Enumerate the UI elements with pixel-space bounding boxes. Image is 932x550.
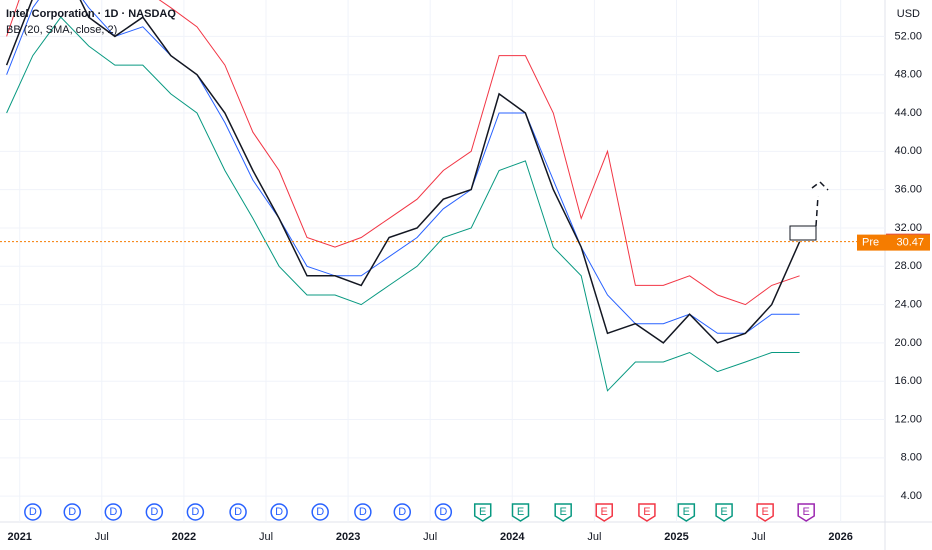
event-label: D bbox=[316, 506, 324, 518]
event-label: E bbox=[479, 506, 486, 518]
y-tick-label: 52.00 bbox=[894, 30, 922, 42]
event-marker bbox=[715, 503, 733, 522]
event-marker bbox=[638, 503, 656, 522]
event-label: E bbox=[803, 506, 810, 518]
event-label: E bbox=[683, 506, 690, 518]
projection-box bbox=[789, 225, 817, 241]
x-tick-label: 2023 bbox=[336, 531, 360, 543]
event-label: E bbox=[560, 506, 567, 518]
y-tick-label: 28.00 bbox=[894, 260, 922, 272]
x-tick-label: 2025 bbox=[664, 531, 688, 543]
x-tick-label: Jul bbox=[259, 531, 273, 543]
event-marker bbox=[104, 503, 123, 521]
series-line bbox=[6, 0, 800, 334]
event-label: D bbox=[191, 506, 199, 518]
x-tick-label: Jul bbox=[752, 531, 766, 543]
currency: USD bbox=[897, 8, 920, 20]
event-marker bbox=[186, 503, 205, 521]
x-tick-label: 2026 bbox=[828, 531, 852, 543]
event-label: E bbox=[720, 506, 727, 518]
event-label: E bbox=[517, 506, 524, 518]
event-marker bbox=[473, 503, 492, 522]
series-line bbox=[6, 16, 800, 392]
y-tick-label: 44.00 bbox=[894, 107, 922, 119]
x-tick-label: 2024 bbox=[500, 531, 525, 543]
event-marker bbox=[554, 503, 572, 522]
event-marker bbox=[595, 503, 613, 522]
event-label: D bbox=[275, 506, 283, 518]
y-tick-label: 32.00 bbox=[894, 222, 922, 234]
event-label: D bbox=[29, 506, 37, 518]
plot bbox=[5, 0, 801, 392]
x-tick-label: 2022 bbox=[172, 531, 196, 543]
grid bbox=[0, 0, 885, 522]
x-tick-label: Jul bbox=[587, 531, 601, 543]
event-marker bbox=[354, 503, 372, 521]
series-line bbox=[5, 0, 801, 344]
y-tick-label: 8.00 bbox=[901, 452, 922, 464]
event-label: E bbox=[761, 506, 768, 518]
x-tick-label: Jul bbox=[95, 531, 109, 543]
event-marker bbox=[270, 503, 288, 521]
event-marker bbox=[756, 503, 774, 522]
event-label: D bbox=[439, 506, 447, 518]
event-marker bbox=[797, 503, 815, 522]
event-marker bbox=[311, 503, 329, 521]
pre-value: 30.47 bbox=[896, 237, 924, 249]
y-tick-label: 36.00 bbox=[894, 184, 922, 196]
x-tick-label: 2021 bbox=[7, 531, 31, 543]
pre-label: Pre bbox=[862, 237, 879, 249]
y-tick-label: 4.00 bbox=[901, 490, 922, 502]
series-line bbox=[6, 0, 800, 306]
event-marker bbox=[63, 503, 81, 521]
projection bbox=[811, 181, 829, 227]
event-label: D bbox=[68, 506, 76, 518]
chart-title: Intel Corporation · 1D · NASDAQ bbox=[6, 8, 176, 20]
event-marker bbox=[145, 503, 164, 521]
y-tick-label: 48.00 bbox=[894, 69, 922, 81]
y-tick-label: 16.00 bbox=[894, 375, 922, 387]
y-tick-label: 20.00 bbox=[894, 337, 922, 349]
event-label: D bbox=[398, 506, 406, 518]
y-tick-label: 12.00 bbox=[894, 413, 922, 425]
event-marker bbox=[229, 503, 247, 521]
event-label: D bbox=[109, 506, 117, 518]
pre-label-bg bbox=[857, 234, 930, 251]
event-label: D bbox=[234, 506, 242, 518]
y-tick-label: 24.00 bbox=[894, 298, 922, 310]
event-label: D bbox=[359, 506, 367, 518]
indicator-label: BB (20, SMA, close, 2) bbox=[6, 24, 117, 36]
x-tick-label: Jul bbox=[423, 531, 437, 543]
event-label: D bbox=[150, 506, 158, 518]
event-marker bbox=[434, 503, 453, 521]
event-marker bbox=[24, 503, 42, 521]
event-label: E bbox=[643, 506, 650, 518]
event-marker bbox=[677, 503, 696, 522]
event-marker bbox=[511, 503, 530, 522]
event-label: E bbox=[601, 506, 608, 518]
y-tick-label: 40.00 bbox=[894, 145, 922, 157]
event-marker bbox=[393, 503, 412, 521]
